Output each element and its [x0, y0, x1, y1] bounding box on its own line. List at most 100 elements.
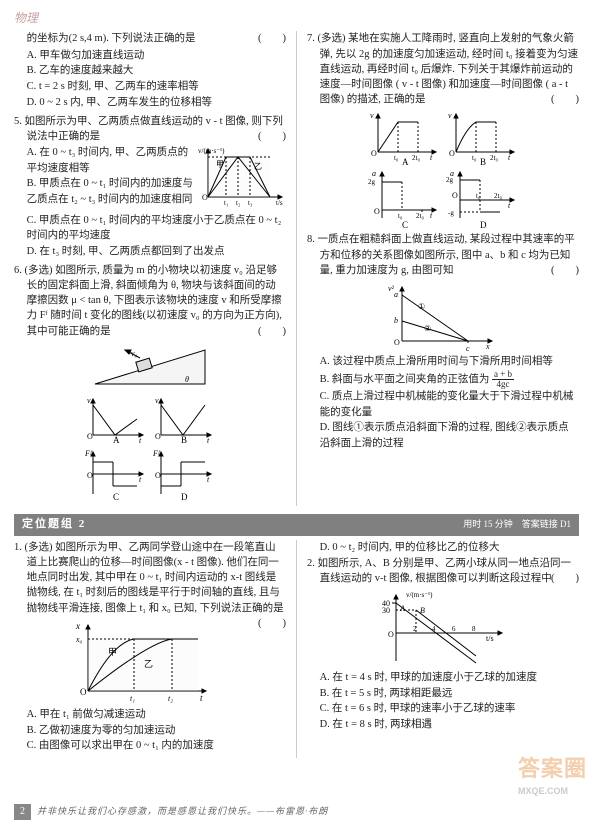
svg-text:t₁: t₁ [224, 199, 228, 207]
q4-tail: 的坐标为(2 s,4 m). 下列说法正确的是 ( ) A. 甲车做匀加速直线运… [14, 31, 286, 110]
b-q2: 2. 如图所示, A、B 分别是甲、乙两小球从同一地点沿同一直线运动的 v-t … [307, 556, 579, 733]
svg-text:O: O [155, 471, 161, 480]
svg-text:B: B [181, 435, 187, 445]
svg-text:t/s: t/s [486, 634, 494, 643]
bottom-right-col: D. 0 ~ t₂ 时间内, 甲的位移比乙的位移大 2. 如图所示, A、B 分… [307, 540, 579, 758]
section-meta: 用时 15 分钟 答案链接 D1 [463, 518, 571, 531]
svg-text:O: O [371, 149, 377, 158]
q5-opt-c: C. 甲质点在 0 ~ t₁ 时间内的平均速度小于乙质点在 0 ~ t₂ 时间内… [14, 213, 286, 243]
b-q2-opt-a: A. 在 t = 4 s 时, 甲球的加速度小于乙球的加速度 [307, 670, 579, 685]
section-title: 定位题组 2 [22, 517, 86, 533]
svg-text:A: A [399, 604, 405, 613]
column-divider [296, 540, 297, 758]
svg-text:B: B [420, 606, 425, 615]
svg-text:t₀: t₀ [472, 154, 477, 162]
answer-paren: ( ) [564, 92, 579, 107]
q8-opt-a: A. 该过程中质点上滑所用时间与下滑所用时间相等 [307, 354, 579, 369]
q5-opt-b: B. 甲质点在 0 ~ t₁ 时间内的加速度与乙质点在 t₂ ~ t₃ 时间内的… [14, 176, 198, 206]
answer-paren: ( ) [271, 129, 286, 144]
b-q1-opt-b: B. 乙做初速度为零的匀加速运动 [14, 723, 286, 738]
svg-text:O: O [394, 338, 400, 347]
svg-text:A: A [113, 435, 120, 445]
q8-opt-b: B. 斜面与水平面之间夹角的正弦值为 a + b4gc [307, 370, 579, 389]
svg-text:θ: θ [185, 375, 189, 384]
q6-graphs-2: Fᶠ O t C Fᶠ O t D [14, 448, 286, 502]
svg-text:B: B [480, 157, 486, 165]
b-q1: 1. (多选) 如图所示为甲、乙两同学登山途中在一段笔直山道上比赛爬山的位移—时… [14, 540, 286, 754]
svg-text:v: v [370, 111, 374, 120]
svg-text:t₀: t₀ [476, 192, 481, 200]
svg-text:②: ② [424, 324, 431, 333]
svg-text:b: b [394, 316, 398, 325]
svg-text:a: a [372, 169, 376, 178]
q8: 8. 一质点在粗糙斜面上做直线运动, 某段过程中其速率的平方和位移的关系图像如图… [307, 232, 579, 450]
q6-graphs: v O t A v O t B [14, 395, 286, 445]
q7-graphs: v O t₀ 2t₀ t A [307, 110, 579, 165]
svg-text:D: D [480, 220, 487, 228]
svg-text:t: t [508, 201, 511, 210]
svg-text:t: t [430, 153, 433, 162]
svg-text:t: t [430, 211, 433, 220]
q7: 7. (多选) 某地在实施人工降雨时, 竖直向上发射的气象火箭弹, 先以 2g … [307, 31, 579, 228]
b-q1-text: 1. (多选) 如图所示为甲、乙两同学登山途中在一段笔直山道上比赛爬山的位移—时… [14, 542, 284, 614]
svg-text:v/(m·s⁻¹): v/(m·s⁻¹) [406, 591, 433, 599]
q4-opt-c: C. t = 2 s 时刻, 甲、乙两车的速率相等 [14, 79, 286, 94]
q5-figure: v/(m·s⁻¹) 甲 乙 O t₁ t₂ t₃ t/s [198, 145, 286, 212]
svg-text:2: 2 [413, 625, 417, 633]
svg-text:2t₀: 2t₀ [416, 212, 424, 220]
svg-text:a: a [394, 290, 398, 299]
q4-opt-b: B. 乙车的速度越来越大 [14, 63, 286, 78]
svg-text:t: t [139, 436, 142, 445]
subject-header: 物理 [14, 10, 579, 27]
svg-text:O: O [155, 432, 161, 441]
b-q1-opt-d: D. 0 ~ t₂ 时间内, 甲的位移比乙的位移大 [307, 540, 579, 555]
svg-text:乙: 乙 [254, 162, 262, 171]
svg-text:x: x [485, 342, 490, 351]
svg-text:O: O [374, 207, 380, 216]
answer-paren: ( ) [564, 571, 579, 586]
bottom-columns: 1. (多选) 如图所示为甲、乙两同学登山途中在一段笔直山道上比赛爬山的位移—时… [14, 540, 579, 758]
q8-figure: v² a b ① ② O c x [307, 281, 579, 351]
q6: 6. (多选) 如图所示, 质量为 m 的小物块以初速度 v₀ 沿足够长的固定斜… [14, 263, 286, 502]
svg-text:v: v [155, 396, 159, 405]
b-q1-opt-a: A. 甲在 t₁ 前做匀减速运动 [14, 707, 286, 722]
b-q2-opt-c: C. 在 t = 6 s 时, 甲球的速率小于乙球的速率 [307, 701, 579, 716]
svg-text:v₀: v₀ [131, 349, 138, 358]
svg-text:①: ① [418, 302, 425, 311]
svg-text:C: C [113, 492, 119, 502]
q5-text: 5. 如图所示为甲、乙两质点做直线运动的 v - t 图像, 则下列说法中正确的… [14, 116, 283, 142]
top-right-col: 7. (多选) 某地在实施人工降雨时, 竖直向上发射的气象火箭弹, 先以 2g … [307, 31, 579, 506]
svg-text:2g: 2g [446, 176, 454, 184]
svg-text:t₂: t₂ [236, 199, 241, 207]
svg-text:t: t [207, 436, 210, 445]
svg-text:2t₀: 2t₀ [494, 192, 502, 200]
watermark: 答案圈 MXQE.COM [518, 753, 587, 798]
svg-text:t/s: t/s [276, 199, 283, 207]
svg-text:t: t [207, 475, 210, 484]
svg-text:2g: 2g [368, 178, 376, 186]
q6-incline-figure: v₀ θ [14, 342, 286, 392]
q5-ylabel: v/(m·s⁻¹) [198, 147, 225, 155]
svg-text:4: 4 [432, 625, 436, 633]
q5: 5. 如图所示为甲、乙两质点做直线运动的 v - t 图像, 则下列说法中正确的… [14, 114, 286, 259]
page-footer: 2 并非快乐让我们心存感激，而是感恩让我们快乐。——布雷恩·布朗 [14, 804, 579, 821]
svg-text:2t₀: 2t₀ [412, 154, 420, 162]
svg-text:O: O [388, 630, 394, 639]
svg-text:O: O [87, 432, 93, 441]
q4-opt-a: A. 甲车做匀加速直线运动 [14, 48, 286, 63]
answer-paren: ( ) [564, 263, 579, 278]
column-divider [296, 31, 297, 506]
q4-tail-text: 的坐标为(2 s,4 m). 下列说法正确的是 [27, 33, 196, 44]
svg-text:6: 6 [452, 625, 456, 633]
bottom-left-col: 1. (多选) 如图所示为甲、乙两同学登山途中在一段笔直山道上比赛爬山的位移—时… [14, 540, 286, 758]
svg-text:-g: -g [448, 209, 454, 217]
q6-text: 6. (多选) 如图所示, 质量为 m 的小物块以初速度 v₀ 沿足够长的固定斜… [14, 265, 282, 337]
svg-text:30: 30 [382, 606, 390, 615]
svg-text:c: c [466, 344, 470, 351]
page-number: 2 [14, 804, 31, 821]
q8-text: 8. 一质点在粗糙斜面上做直线运动, 某段过程中其速率的平方和位移的关系图像如图… [307, 234, 575, 275]
svg-text:v: v [87, 396, 91, 405]
svg-text:t₃: t₃ [248, 199, 253, 207]
b-q1-figure: x x₀ 甲 乙 O t₁ t₂ t [14, 619, 271, 704]
svg-text:t: t [200, 693, 203, 703]
